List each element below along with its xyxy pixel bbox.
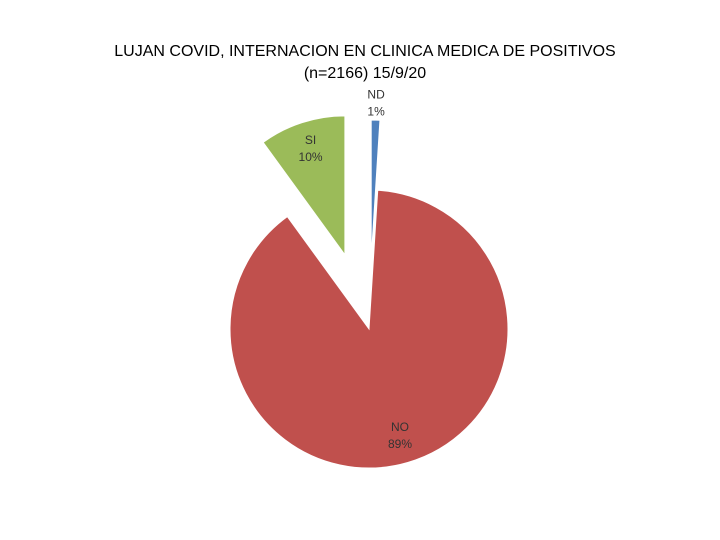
pie-slice xyxy=(370,119,381,260)
slice-label: NO xyxy=(391,420,409,434)
pie-slice xyxy=(262,115,346,257)
slice-label: ND xyxy=(367,88,385,102)
slice-label: SI xyxy=(305,133,316,147)
slice-value-label: 89% xyxy=(388,437,412,451)
slice-value-label: 10% xyxy=(299,150,323,164)
chart-title: LUJAN COVID, INTERNACION EN CLINICA MEDI… xyxy=(114,43,615,60)
slice-value-label: 1% xyxy=(367,105,385,119)
chart-title: (n=2166) 15/9/20 xyxy=(304,65,426,82)
pie-slice xyxy=(229,189,509,469)
